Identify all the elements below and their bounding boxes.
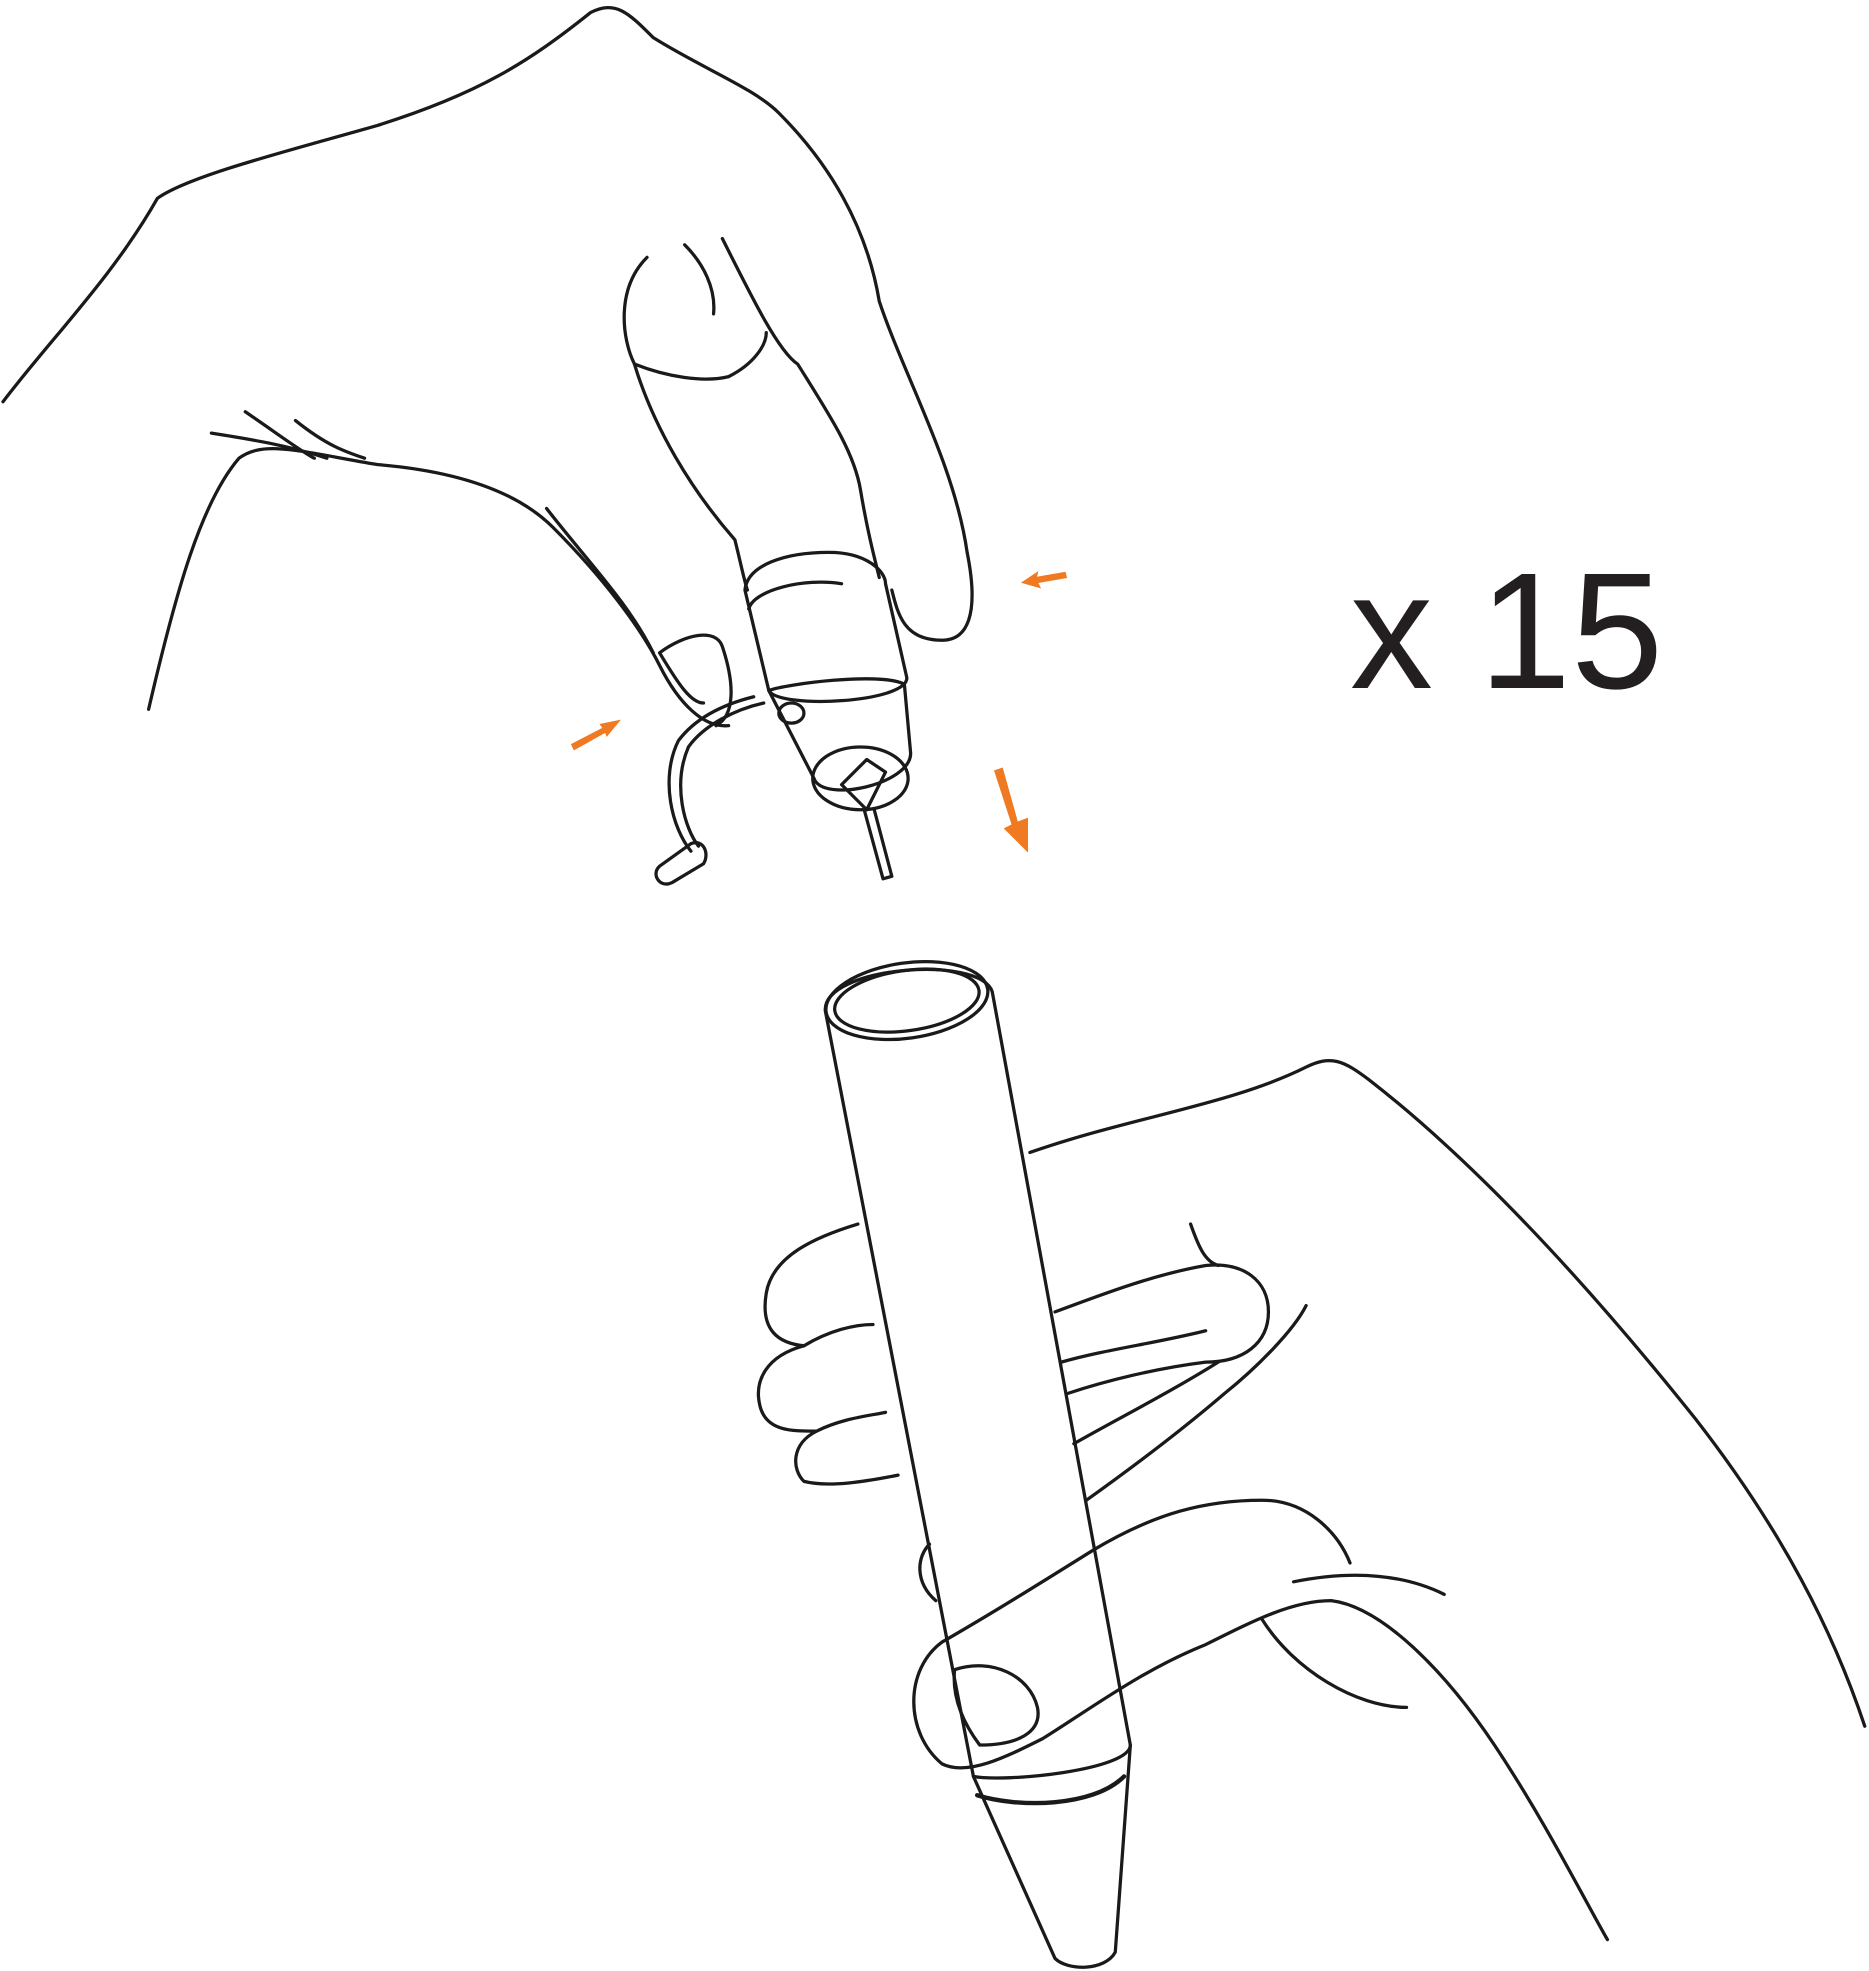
top-hand: [1, 6, 974, 728]
repeat-count: x 15: [1350, 539, 1663, 724]
dropper-bottle: [654, 550, 913, 886]
arrows: [570, 571, 1068, 853]
bottom-hand: [756, 959, 1867, 1969]
